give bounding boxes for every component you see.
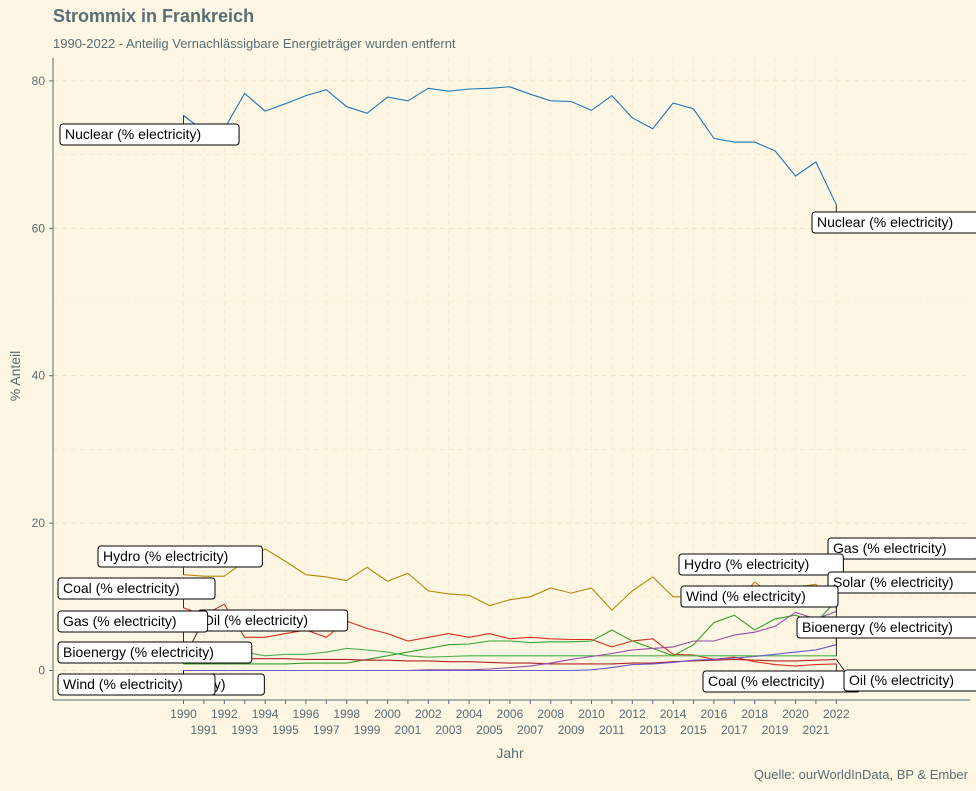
series-label-end: Hydro (% electricity) <box>678 553 844 605</box>
x-tick-label: 2017 <box>721 723 748 737</box>
x-tick-label: 2019 <box>762 723 789 737</box>
source-caption: Quelle: ourWorldInData, BP & Ember <box>753 767 968 782</box>
series-lines <box>183 86 837 672</box>
x-tick-label: 2021 <box>803 723 830 737</box>
label-box <box>827 537 976 560</box>
series-label-start: Oil (% electricity) <box>183 609 349 660</box>
label-leader <box>835 659 845 671</box>
label-box <box>97 545 263 568</box>
series-label-end: Bioenergy (% electricity) <box>796 616 976 656</box>
label-box <box>59 123 240 146</box>
x-tick-label: 2020 <box>782 707 809 721</box>
label-text: Oil (% electricity) <box>203 612 308 628</box>
x-tick-label: 2002 <box>415 707 442 721</box>
series-label-start: Bioenergy (% electricity) <box>57 641 253 664</box>
label-text: Nuclear (% electricity) <box>65 126 201 142</box>
series-label-end: Gas (% electricity) <box>827 537 976 601</box>
axes: 0 20 40 60 80 1990 1991 1992 1993 1994 1995 1996 199… <box>32 58 970 737</box>
x-tick-label: 2015 <box>680 723 707 737</box>
x-tick-label: 2009 <box>558 723 585 737</box>
label-text: Oil (% electricity) <box>849 672 954 688</box>
x-tick-label: 2008 <box>537 707 564 721</box>
series-label-start: Wind (% electricity) <box>57 670 216 696</box>
series-label-end: Oil (% electricity) <box>835 659 976 692</box>
x-tick-label: 1992 <box>211 707 238 721</box>
label-box <box>57 577 216 600</box>
label-box <box>680 585 839 608</box>
y-tick-label: 80 <box>32 74 46 88</box>
series-labels: Nuclear (% electricity) Hydro (% electric… <box>57 115 976 696</box>
series-label-end: Wind (% electricity) <box>680 585 839 612</box>
y-tick-label: 40 <box>32 369 46 383</box>
y-tick-label: 60 <box>32 221 46 235</box>
label-text: Wind (% electricity) <box>686 588 806 604</box>
label-text: Bioenergy (% electricity) <box>63 644 214 660</box>
label-box <box>827 571 976 594</box>
x-tick-label: 2016 <box>701 707 728 721</box>
series-line-nuclear <box>183 86 837 205</box>
x-tick-label: 2000 <box>374 707 401 721</box>
series-line-solar <box>183 644 837 672</box>
label-box <box>811 211 976 234</box>
x-tick-label: 2022 <box>823 707 850 721</box>
x-tick-label: 1990 <box>170 707 197 721</box>
x-tick-label: 2006 <box>497 707 524 721</box>
x-tick-label: 2001 <box>395 723 422 737</box>
label-box <box>57 610 209 633</box>
series-label-start: Nuclear (% electricity) <box>59 115 240 146</box>
x-tick-label: 1997 <box>313 723 340 737</box>
label-text: Solar (% electricity) <box>833 574 954 590</box>
x-tick-label: 2018 <box>741 707 768 721</box>
label-text: Hydro (% electricity) <box>684 556 809 572</box>
label-text: Hydro (% electricity) <box>103 548 228 564</box>
y-tick-label: 20 <box>32 516 46 530</box>
label-text: Wind (% electricity) <box>63 676 183 692</box>
x-tick-label: 2014 <box>660 707 687 721</box>
series-label-end: Solar (% electricity) <box>827 571 976 645</box>
x-tick-label: 1996 <box>293 707 320 721</box>
x-tick-label: 2011 <box>599 723 625 737</box>
x-tick-label: 1995 <box>272 723 299 737</box>
x-tick-label: 2004 <box>456 707 483 721</box>
label-box <box>796 616 976 639</box>
label-text: Coal (% electricity) <box>708 673 825 689</box>
x-tick-label: 2005 <box>476 723 503 737</box>
y-tick-label: 0 <box>38 664 45 678</box>
label-box <box>57 641 253 664</box>
x-tick-label: 2007 <box>517 723 544 737</box>
series-line-gas <box>183 600 837 665</box>
series-line-oil <box>183 658 837 665</box>
x-tick-label: 1998 <box>333 707 360 721</box>
series-label-end: Nuclear (% electricity) <box>811 204 976 234</box>
x-tick-label: 2013 <box>639 723 666 737</box>
chart-title: Strommix in Frankreich <box>53 6 255 26</box>
x-tick-label: 1999 <box>354 723 381 737</box>
x-axis-title: Jahr <box>496 745 524 761</box>
label-text: Nuclear (% electricity) <box>817 214 953 230</box>
label-text: Gas (% electricity) <box>63 613 177 629</box>
x-tick-label: 2010 <box>578 707 605 721</box>
y-axis-title: % Anteil <box>7 351 23 402</box>
x-tick-label: 1993 <box>231 723 258 737</box>
x-tick-label: 1994 <box>252 707 279 721</box>
series-label-start: Hydro (% electricity) <box>97 545 263 575</box>
label-box <box>57 673 216 696</box>
label-box <box>843 669 976 692</box>
series-line-bioenergy <box>183 641 837 658</box>
series-label-start: Coal (% electricity) <box>57 577 216 608</box>
series-label-end: Coal (% electricity) <box>702 663 861 693</box>
x-tick-label: 1991 <box>191 723 218 737</box>
label-text: Gas (% electricity) <box>833 540 947 556</box>
chart-subtitle: 1990-2022 - Anteilig Vernachlässigbare E… <box>53 36 456 51</box>
x-tick-label: 2003 <box>435 723 462 737</box>
label-text: Bioenergy (% electricity) <box>802 619 953 635</box>
x-tick-label: 2012 <box>619 707 646 721</box>
label-box <box>678 553 844 576</box>
label-text: Coal (% electricity) <box>63 580 180 596</box>
